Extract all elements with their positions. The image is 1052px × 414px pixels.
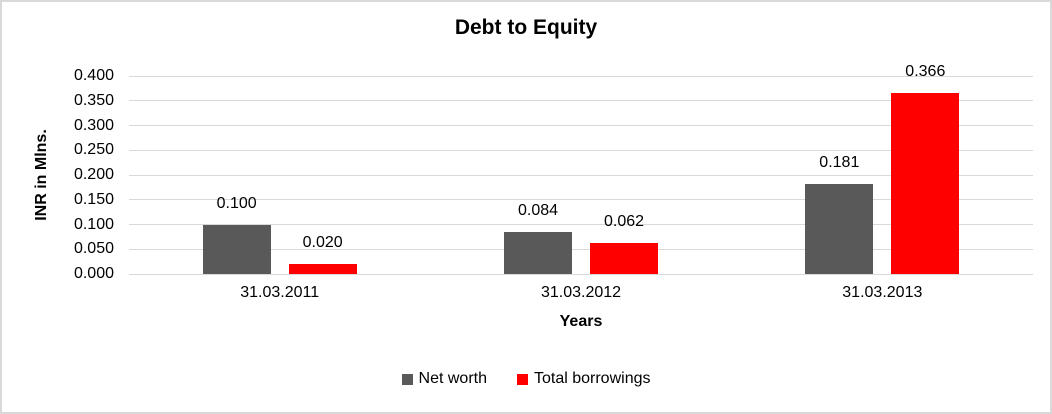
data-label: 0.084	[517, 202, 559, 220]
gridline	[129, 149, 1033, 151]
gridline	[129, 248, 1033, 250]
legend-item: Net worth	[401, 370, 487, 388]
data-label: 0.062	[603, 213, 645, 231]
plot-area: 0.100 0.020 0.084 0.062 0.181 0.366	[129, 63, 1033, 275]
data-label: 0.366	[905, 62, 946, 80]
bar-net-worth	[805, 184, 874, 274]
y-tick-label: 0.350	[73, 91, 114, 109]
y-tick-label: 0.250	[73, 141, 114, 159]
bar-net-worth	[202, 224, 271, 274]
legend-label: Total borrowings	[533, 370, 651, 387]
x-category-label: 31.03.2012	[540, 284, 622, 301]
x-category-label: 31.03.2011	[240, 284, 320, 301]
x-axis-title: Years	[559, 313, 603, 330]
bar-net-worth	[504, 232, 572, 274]
legend-swatch-icon	[401, 373, 413, 385]
y-tick-label: 0.300	[73, 116, 114, 134]
legend-swatch-icon	[516, 373, 528, 385]
y-tick-label: 0.000	[73, 265, 114, 282]
gridline	[129, 174, 1033, 176]
legend: Net worth Total borrowings	[2, 370, 1050, 388]
legend-label: Net worth	[418, 370, 487, 387]
data-label: 0.100	[216, 194, 257, 212]
gridline	[129, 273, 1033, 275]
chart-title: Debt to Equity	[454, 16, 598, 39]
y-tick-label: 0.400	[73, 67, 114, 84]
gridline	[129, 75, 1033, 77]
bar-total-borrowings	[891, 92, 960, 274]
data-label: 0.181	[819, 154, 860, 172]
bar-total-borrowings	[590, 243, 658, 274]
gridline	[129, 224, 1033, 225]
y-tick-label: 0.150	[73, 190, 114, 208]
y-axis-title: INR in Mlns.	[33, 129, 50, 221]
gridline	[129, 125, 1033, 126]
y-tick-label: 0.050	[73, 240, 114, 258]
x-category-label: 31.03.2013	[842, 284, 923, 301]
gridline	[129, 199, 1033, 201]
y-tick-label: 0.100	[73, 215, 114, 233]
gridline	[129, 100, 1033, 102]
legend-item: Total borrowings	[516, 370, 651, 388]
data-label: 0.020	[302, 234, 343, 252]
y-tick-label: 0.200	[73, 166, 114, 183]
bar-total-borrowings	[288, 264, 357, 274]
